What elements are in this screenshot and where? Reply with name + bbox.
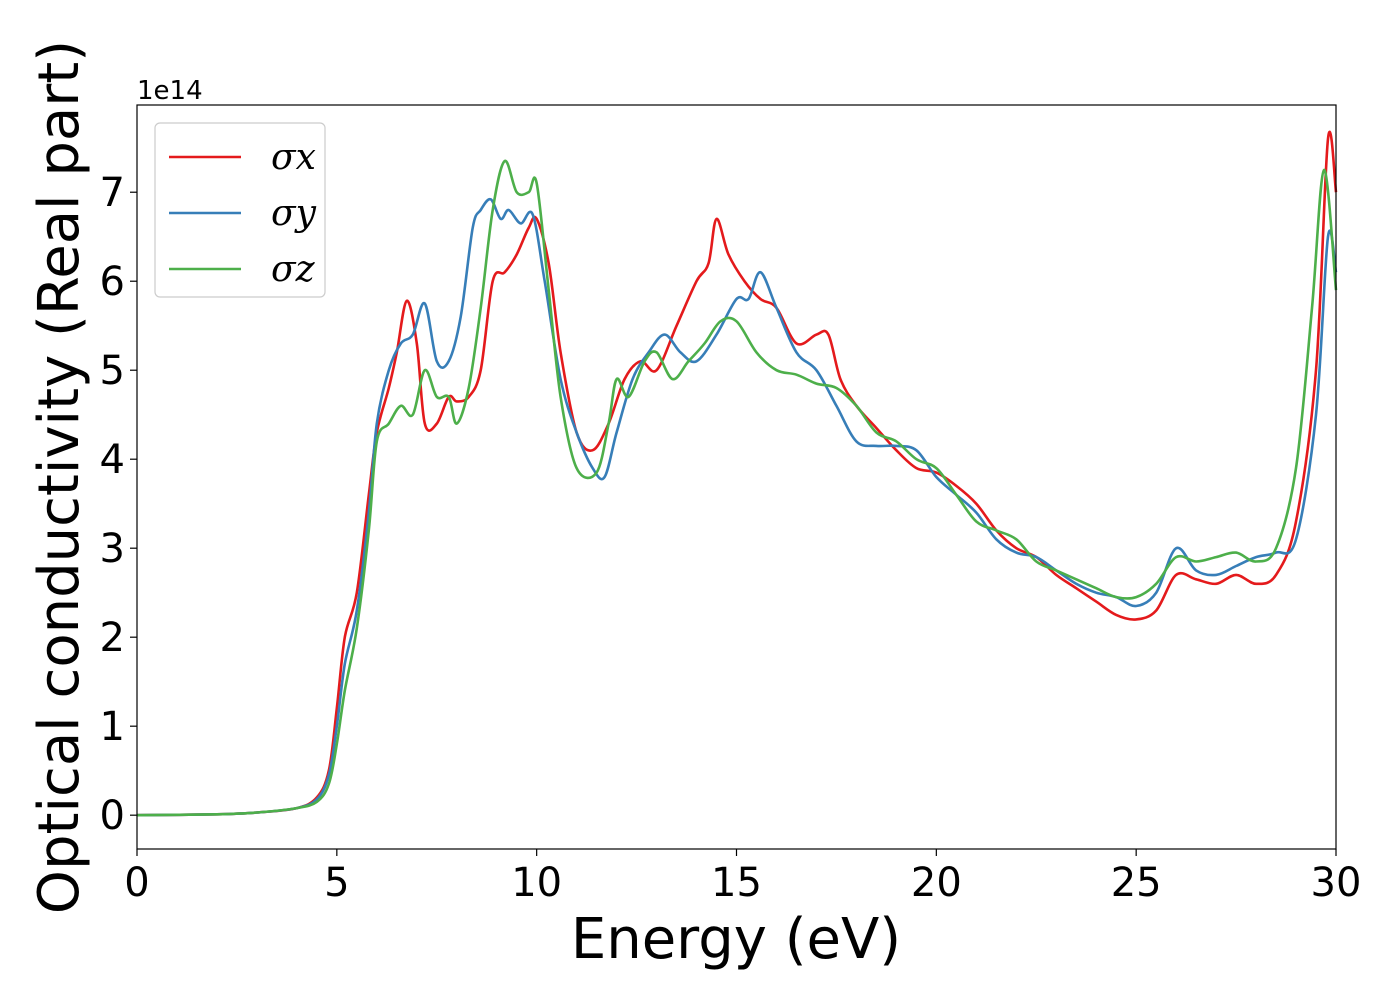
x-tick-label: 20: [911, 860, 962, 906]
y-axis-scale-label: 1e14: [137, 76, 203, 106]
x-tick-label: 15: [711, 860, 762, 906]
y-tick-label: 7: [100, 170, 125, 216]
legend-label: σx: [271, 137, 316, 178]
x-tick-label: 30: [1311, 860, 1362, 906]
x-tick-label: 25: [1111, 860, 1162, 906]
legend-label: σy: [271, 193, 317, 234]
y-tick-label: 5: [100, 348, 125, 394]
x-tick-label: 0: [124, 860, 149, 906]
y-tick-label: 4: [100, 437, 125, 483]
y-tick-label: 2: [100, 615, 125, 661]
legend-label: σz: [271, 249, 316, 290]
x-axis-ticks: 0 5 10 15 20 25 30: [124, 849, 1361, 906]
x-axis-label: Energy (eV): [571, 907, 901, 972]
legend: σx σy σz: [154, 122, 326, 298]
y-tick-label: 1: [100, 704, 125, 750]
y-tick-label: 3: [100, 526, 125, 572]
y-axis-ticks: 0 1 2 3 4 5 6 7: [100, 170, 137, 839]
y-axis-label: Optical conductivity (Real part): [27, 40, 92, 914]
y-tick-label: 0: [100, 793, 125, 839]
x-tick-label: 10: [511, 860, 562, 906]
series-layer: [136, 130, 1338, 817]
y-tick-label: 6: [100, 259, 125, 305]
x-tick-label: 5: [324, 860, 349, 906]
series-line-3: [136, 159, 1338, 817]
legend-box: [154, 122, 326, 298]
